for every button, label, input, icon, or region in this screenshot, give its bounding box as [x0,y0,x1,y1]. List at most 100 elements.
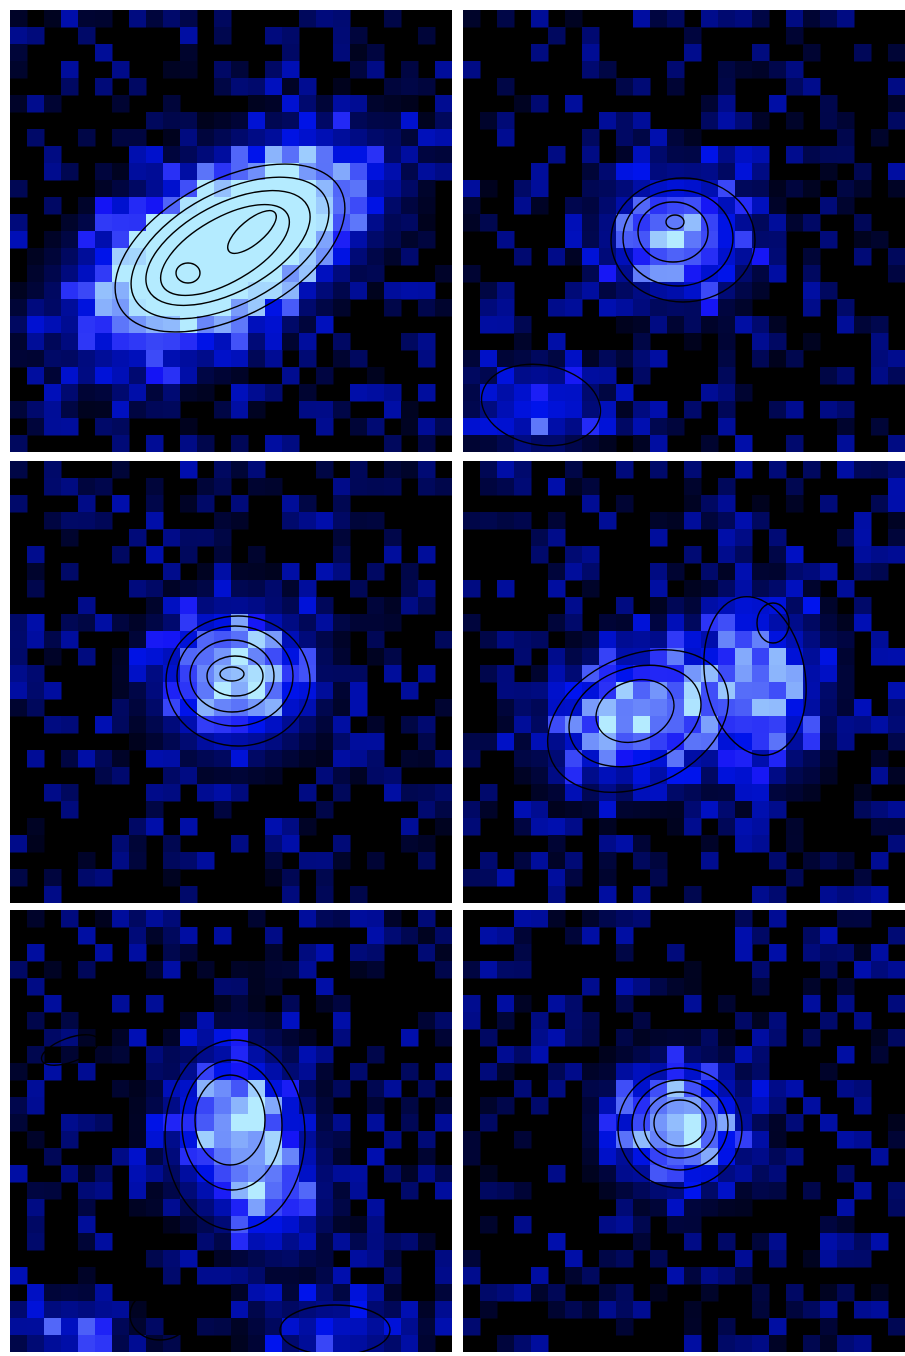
pixel [463,1318,481,1336]
pixel [316,1165,334,1183]
pixel [599,818,617,836]
pixel [701,10,719,28]
pixel [633,214,651,232]
pixel [650,214,668,232]
pixel [401,333,419,351]
pixel [463,733,481,751]
pixel [163,580,181,598]
pixel [180,333,198,351]
pixel [888,961,905,979]
pixel [350,1182,368,1200]
pixel [44,461,62,479]
pixel [10,665,28,683]
pixel [735,784,753,802]
pixel [565,418,583,436]
pixel [418,927,436,945]
pixel [282,112,300,130]
pixel [582,248,600,266]
pixel [582,1267,600,1285]
pixel [480,1301,498,1319]
pixel [565,818,583,836]
pixel [480,1063,498,1081]
pixel [248,1318,266,1336]
pixel [112,767,130,785]
pixel [888,529,905,547]
pixel [95,44,113,62]
pixel [367,384,385,402]
pixel [463,367,481,385]
pixel [401,927,419,945]
pixel [367,95,385,113]
pixel [667,597,685,615]
pixel [146,1199,164,1217]
pixel [214,163,232,181]
pixel [112,367,130,385]
pixel [718,1046,736,1064]
pixel [701,767,719,785]
pixel [548,418,566,436]
pixel [497,869,515,887]
pixel [27,1012,45,1030]
pixel [667,1063,685,1081]
pixel [367,146,385,164]
pixel [752,1233,770,1251]
pixel [333,910,351,928]
pixel [112,835,130,853]
pixel [384,910,402,928]
pixel [44,418,62,436]
pixel [197,852,215,870]
pixel [248,1182,266,1200]
pixel [684,1199,702,1217]
pixel [718,1335,736,1353]
pixel [214,1097,232,1115]
pixel [650,682,668,700]
pixel [650,1284,668,1302]
pixel [248,333,266,351]
pixel [616,299,634,317]
pixel [820,1335,838,1353]
pixel [616,716,634,734]
pixel [786,750,804,768]
pixel [837,682,855,700]
pixel [514,401,532,419]
pixel [333,163,351,181]
pixel [333,27,351,45]
pixel [265,112,283,130]
pixel [888,546,905,564]
pixel [599,1165,617,1183]
pixel [871,852,889,870]
pixel [769,852,787,870]
pixel [684,1029,702,1047]
pixel [367,1097,385,1115]
pixel [633,1301,651,1319]
pixel [531,631,549,649]
pixel [231,1114,249,1132]
pixel [129,1097,147,1115]
pixel [701,1165,719,1183]
pixel [163,350,181,368]
pixel [616,682,634,700]
pixel [61,478,79,496]
pixel [803,1250,821,1268]
pixel [197,784,215,802]
pixel [95,316,113,334]
pixel [299,1182,317,1200]
pixel [265,597,283,615]
pixel [112,316,130,334]
pixel [316,1182,334,1200]
pixel [299,699,317,717]
pixel [480,435,498,453]
pixel [531,180,549,198]
pixel [367,231,385,249]
pixel [214,1165,232,1183]
pixel [384,1284,402,1302]
pixel [146,580,164,598]
pixel [418,852,436,870]
pixel [10,961,28,979]
pixel [769,461,787,479]
pixel [401,1335,419,1353]
pixel [350,767,368,785]
pixel [10,835,28,853]
pixel [752,112,770,130]
pixel [27,1216,45,1234]
